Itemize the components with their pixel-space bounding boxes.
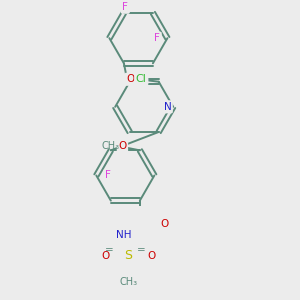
Text: F: F [154, 33, 160, 43]
Text: F: F [105, 170, 111, 181]
Text: CH₃: CH₃ [119, 277, 137, 287]
Text: CH₃: CH₃ [102, 141, 120, 151]
Text: N: N [164, 102, 171, 112]
Text: =: = [137, 245, 146, 255]
Text: O: O [118, 141, 127, 151]
Text: O: O [101, 251, 109, 261]
Text: F: F [122, 2, 128, 12]
Text: =: = [105, 245, 114, 255]
Text: NH: NH [116, 230, 132, 240]
Text: O: O [160, 219, 169, 229]
Text: Cl: Cl [136, 74, 147, 84]
Text: O: O [126, 74, 134, 84]
Text: S: S [124, 249, 132, 262]
Text: O: O [147, 251, 156, 261]
